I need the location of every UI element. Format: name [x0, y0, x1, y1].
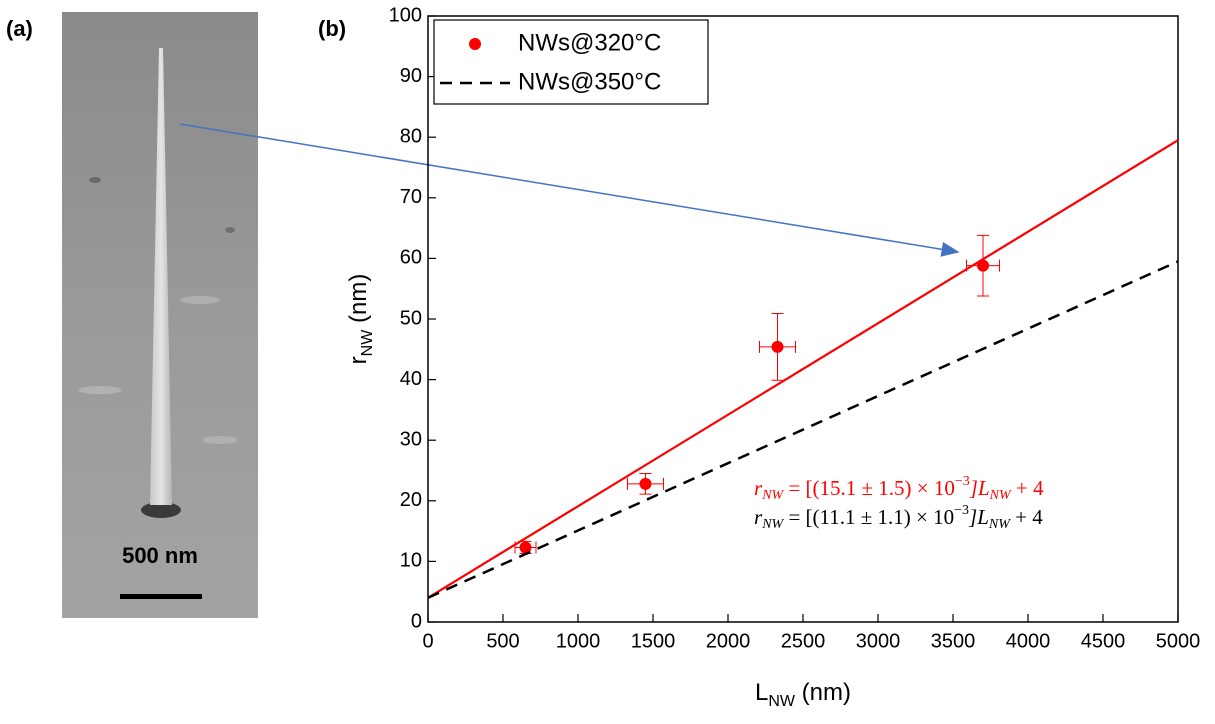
equation-part: + 4 — [1010, 505, 1043, 529]
equation-part: ]L — [968, 505, 989, 529]
point — [519, 541, 532, 554]
y-tick-label: 50 — [400, 307, 422, 329]
equation: rNW = [(11.1 ± 1.1) × 10−3]LNW + 4 — [754, 503, 1043, 532]
panel-label: (b) — [318, 16, 346, 41]
line — [427, 260, 1179, 599]
y-axis-label-sub: NW — [359, 329, 376, 357]
sem-image: 500 nm — [62, 12, 258, 618]
equation-part: r — [754, 476, 763, 500]
y-tick-label: 80 — [400, 125, 422, 147]
fit-line — [427, 139, 1179, 599]
y-tick-label: 70 — [400, 186, 422, 208]
x-tick-label: 1000 — [556, 630, 601, 652]
plot-frame — [427, 15, 1179, 623]
y-tick-label: 30 — [400, 428, 422, 450]
legend-box — [433, 19, 709, 105]
y-tick-label: 10 — [400, 550, 422, 572]
y-tick-label: 60 — [400, 247, 422, 269]
y-axis-label-main: r — [345, 356, 372, 364]
equation-part: NW — [761, 488, 784, 503]
x-axis-label: LNW (nm) — [755, 679, 851, 710]
equation-part: −3 — [954, 503, 969, 518]
x-tick-label: 1500 — [631, 630, 676, 652]
y-tick-label: 90 — [400, 65, 422, 87]
x-tick-label: 2000 — [706, 630, 751, 652]
point — [977, 259, 989, 272]
x-tick-label: 3500 — [931, 630, 976, 652]
legend-label: NWs@320°C — [518, 29, 661, 56]
y-tick-label: 20 — [400, 489, 422, 511]
equation-part: NW — [989, 488, 1012, 503]
equation-part: + 4 — [1011, 476, 1044, 500]
x-tick-label: 3000 — [856, 630, 901, 652]
equation-part: NW — [761, 517, 784, 532]
x-tick-label: 500 — [486, 630, 519, 652]
equation-part: = [(11.1 ± 1.1) × 10 — [783, 505, 954, 529]
equation-part: NW — [988, 517, 1011, 532]
y-tick-label: 100 — [389, 4, 422, 26]
equation-part: −3 — [955, 474, 970, 489]
equation-part: ]L — [969, 476, 990, 500]
equation-part: r — [754, 505, 763, 529]
equation: rNW = [(15.1 ± 1.5) × 10−3]LNW + 4 — [754, 474, 1044, 503]
point — [771, 340, 784, 353]
y-tick-label: 0 — [411, 610, 422, 632]
x-axis-label-sub: NW — [768, 693, 796, 710]
legend-label: NWs@350°C — [518, 68, 661, 95]
x-tick-label: 0 — [422, 630, 433, 652]
arrow — [179, 123, 960, 257]
point — [639, 477, 652, 490]
x-tick-label: 5000 — [1156, 630, 1201, 652]
x-tick-label: 2500 — [781, 630, 826, 652]
x-tick-label: 4000 — [1006, 630, 1051, 652]
y-axis-label-unit: (nm) — [345, 274, 372, 330]
legend-marker — [469, 38, 481, 50]
equation-part: = [(15.1 ± 1.5) × 10 — [783, 476, 955, 500]
panel-label: (a) — [6, 16, 33, 41]
x-axis-label-main: L — [755, 679, 768, 706]
x-axis-label-unit: (nm) — [795, 679, 851, 706]
y-tick-label: 40 — [400, 368, 422, 390]
y-axis-label: rNW (nm) — [345, 274, 376, 365]
scale-bar-label: 500 nm — [122, 543, 198, 568]
x-tick-label: 4500 — [1081, 630, 1126, 652]
